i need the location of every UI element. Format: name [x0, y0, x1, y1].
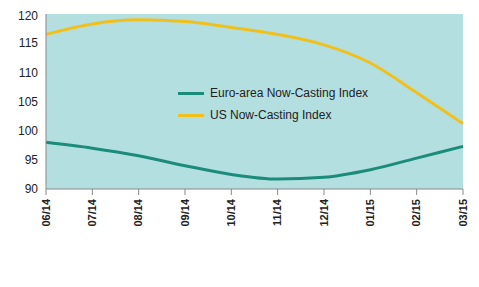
svg-text:115: 115 [19, 36, 38, 50]
svg-text:03/15: 03/15 [457, 199, 469, 227]
svg-text:12/14: 12/14 [318, 198, 330, 226]
svg-text:90: 90 [25, 182, 39, 196]
svg-text:02/15: 02/15 [410, 199, 422, 227]
svg-text:10/14: 10/14 [225, 198, 237, 226]
svg-text:08/14: 08/14 [132, 198, 144, 226]
html-text:Euro-area Now-Casting Index: Euro-area Now-Casting Index [210, 86, 369, 100]
svg-text:11/14: 11/14 [271, 198, 283, 226]
svg-text:110: 110 [19, 66, 38, 80]
svg-text:06/14: 06/14 [40, 198, 52, 226]
html-text:US Now-Casting Index: US Now-Casting Index [210, 108, 332, 122]
svg-text:120: 120 [18, 9, 38, 23]
svg-text:105: 105 [18, 95, 38, 109]
svg-text:07/14: 07/14 [86, 198, 98, 226]
svg-text:95: 95 [25, 153, 39, 167]
svg-text:100: 100 [18, 124, 38, 138]
svg-text:01/15: 01/15 [364, 199, 376, 227]
svg-text:09/14: 09/14 [179, 198, 191, 226]
